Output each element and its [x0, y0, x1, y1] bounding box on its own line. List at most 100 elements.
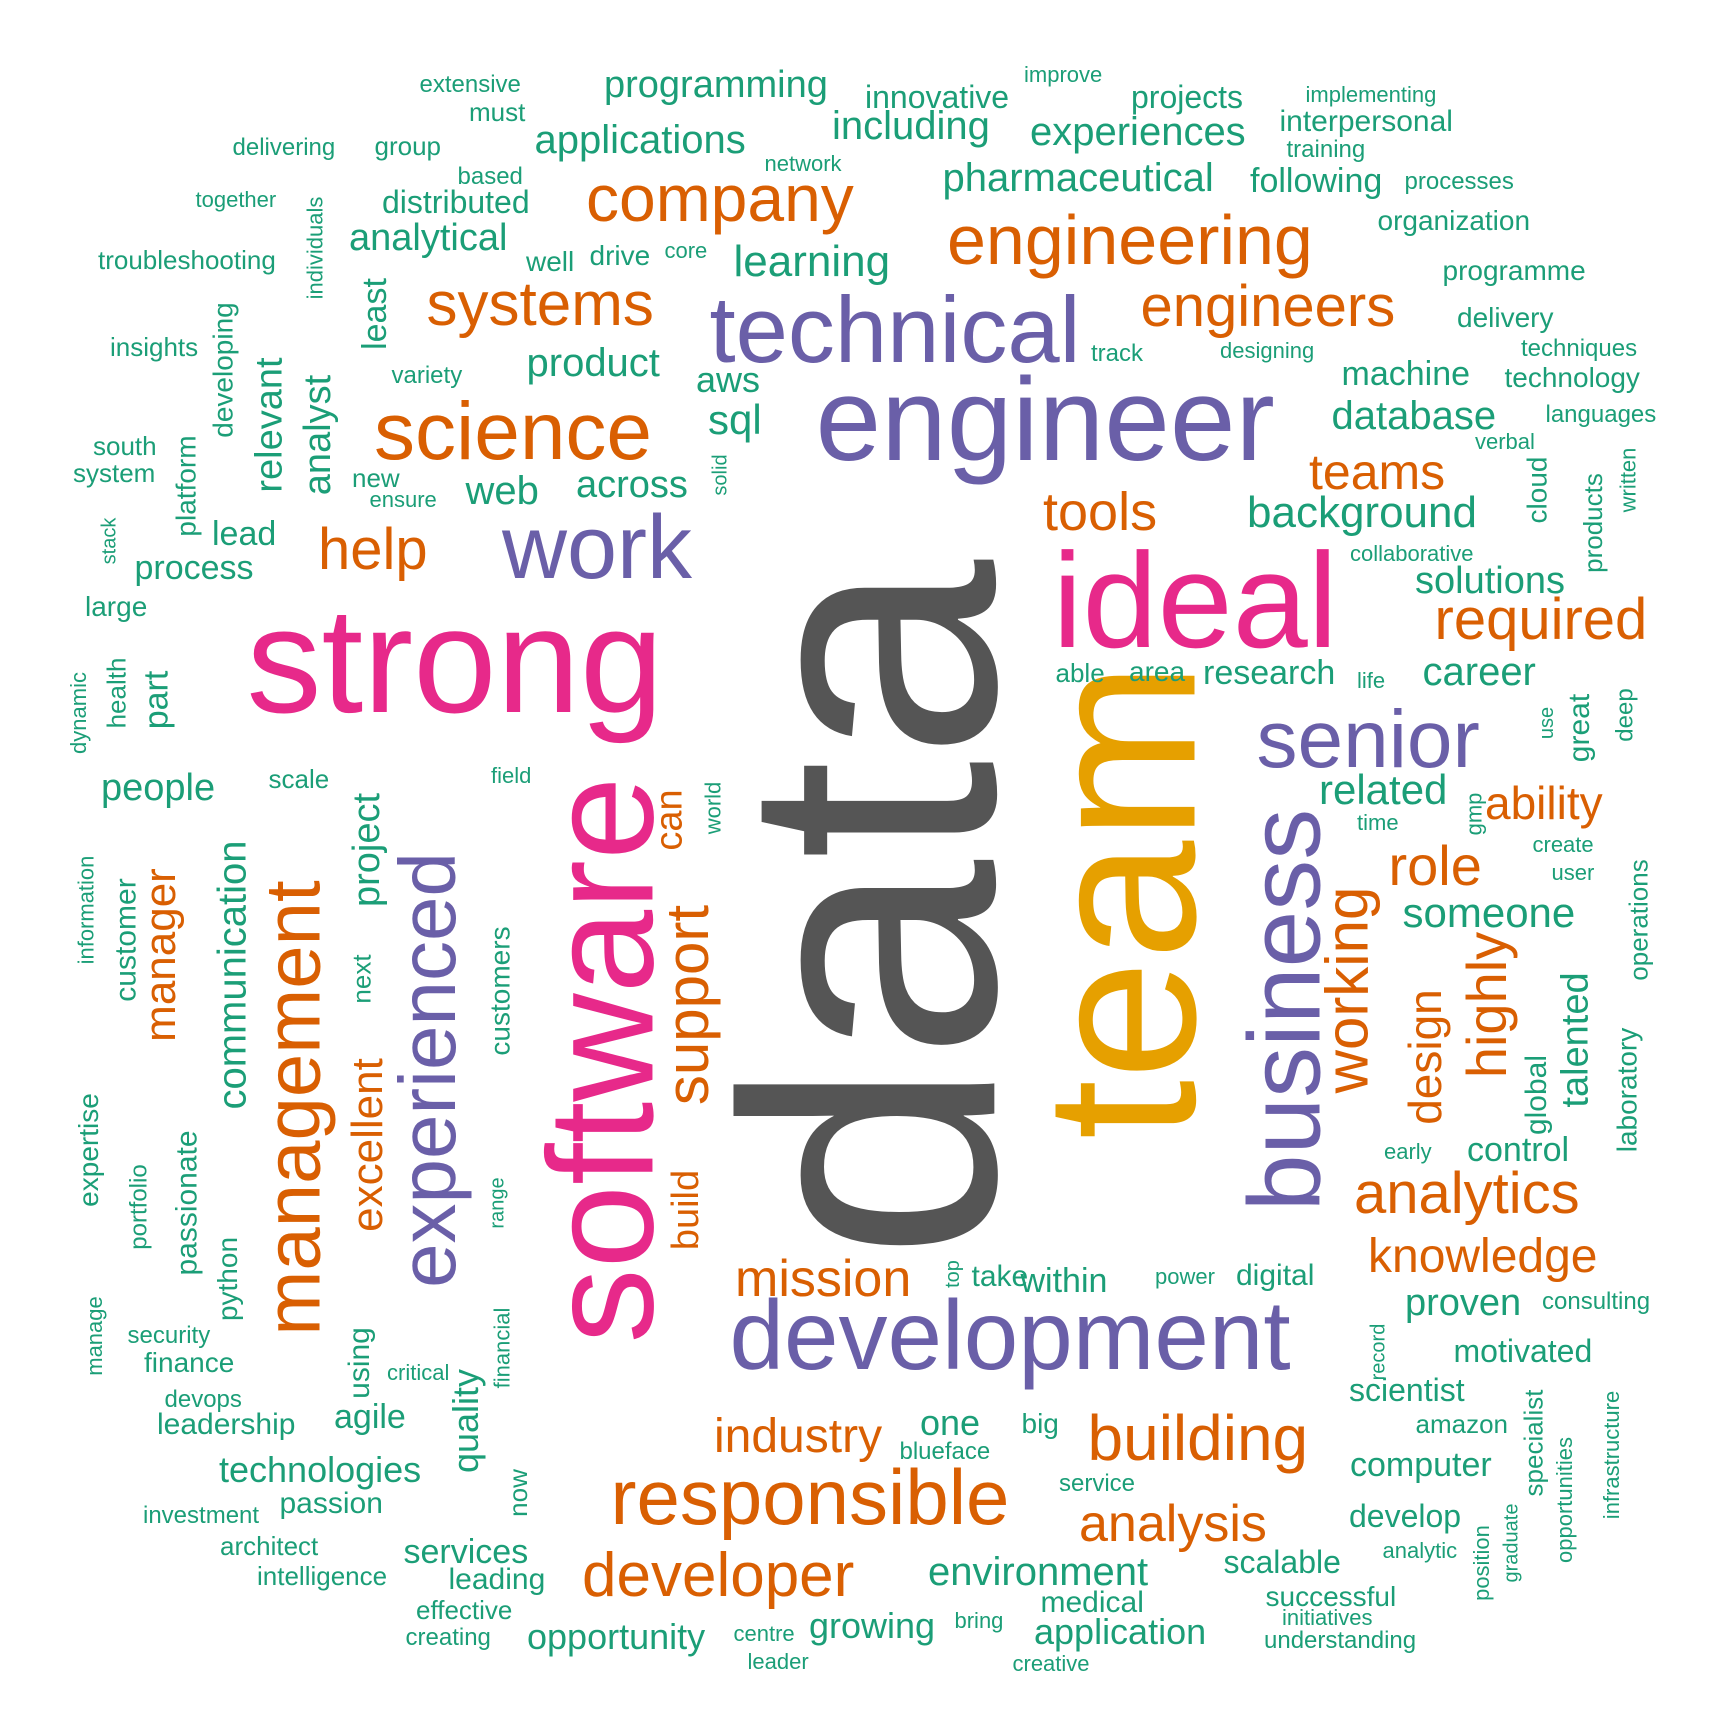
word-communication: communication	[210, 840, 255, 1110]
word-learning: learning	[733, 237, 891, 286]
word-environment: environment	[928, 1550, 1149, 1594]
word-including: including	[832, 104, 990, 148]
word-finance: finance	[144, 1347, 235, 1378]
word-web: web	[465, 469, 539, 513]
word-strong: strong	[246, 576, 664, 744]
word-company: company	[586, 161, 854, 235]
word-interpersonal: interpersonal	[1279, 105, 1453, 138]
word-application: application	[1034, 1611, 1207, 1652]
word-large: large	[85, 591, 148, 622]
word-languages: languages	[1545, 401, 1657, 428]
word-mission: mission	[735, 1250, 912, 1308]
word-passionate: passionate	[170, 1130, 204, 1276]
word-control: control	[1467, 1131, 1570, 1169]
word-relevant: relevant	[248, 357, 291, 493]
word-must: must	[469, 97, 526, 127]
word-teams: teams	[1309, 444, 1446, 500]
word-specialist: specialist	[1517, 1389, 1548, 1497]
word-global: global	[1520, 1054, 1554, 1136]
word-scale: scale	[268, 764, 330, 794]
word-delivering: delivering	[232, 134, 336, 161]
word-top: top	[941, 1260, 964, 1288]
word-variety: variety	[391, 362, 463, 389]
word-applications: applications	[534, 118, 746, 162]
word-work: work	[502, 498, 693, 598]
word-service: service	[1059, 1470, 1136, 1497]
word-proven: proven	[1405, 1282, 1522, 1324]
word-analytical: analytical	[349, 217, 508, 259]
word-related: related	[1319, 766, 1448, 813]
word-opportunity: opportunity	[527, 1616, 706, 1657]
word-software: software	[515, 776, 684, 1344]
word-technologies: technologies	[219, 1449, 422, 1490]
word-world: world	[699, 781, 725, 835]
word-product: product	[526, 341, 660, 385]
word-design: design	[1398, 989, 1451, 1125]
word-deep: deep	[1611, 688, 1639, 742]
word-pharmaceutical: pharmaceutical	[942, 156, 1214, 200]
word-background: background	[1247, 488, 1477, 537]
word-architect: architect	[220, 1531, 319, 1561]
word-portfolio: portfolio	[125, 1164, 153, 1250]
word-range: range	[486, 1177, 509, 1229]
word-group: group	[374, 131, 442, 161]
word-ideal: ideal	[1052, 524, 1338, 676]
word-agile: agile	[334, 1398, 406, 1436]
word-motivated: motivated	[1453, 1333, 1593, 1369]
word-experienced: experienced	[382, 852, 472, 1288]
word-health: health	[100, 657, 131, 729]
word-required: required	[1434, 587, 1648, 652]
word-using: using	[342, 1327, 376, 1399]
word-programme: programme	[1442, 255, 1586, 286]
word-creative: creative	[1012, 1651, 1090, 1676]
word-successful: successful	[1265, 1581, 1397, 1612]
word-ensure: ensure	[369, 487, 437, 512]
word-collaborative: collaborative	[1350, 541, 1474, 566]
word-able: able	[1055, 658, 1105, 688]
word-use: use	[1536, 706, 1559, 740]
word-individuals: individuals	[301, 196, 327, 300]
word-based: based	[457, 163, 523, 190]
word-machine: machine	[1341, 355, 1471, 393]
word-time: time	[1357, 810, 1399, 835]
word-solid: solid	[709, 454, 732, 496]
word-bring: bring	[954, 1608, 1004, 1633]
word-insights: insights	[110, 332, 199, 362]
word-scientist: scientist	[1349, 1372, 1465, 1408]
word-initiatives: initiatives	[1282, 1605, 1373, 1630]
word-life: life	[1357, 668, 1386, 693]
word-development: development	[729, 1280, 1291, 1390]
word-science: science	[374, 386, 653, 477]
word-developer: developer	[582, 1541, 855, 1610]
word-analytic: analytic	[1382, 1538, 1458, 1563]
word-team: team	[999, 661, 1241, 1139]
word-career: career	[1422, 650, 1536, 694]
word-leader: leader	[747, 1649, 809, 1674]
word-graduate: graduate	[1499, 1503, 1522, 1583]
word-scalable: scalable	[1223, 1544, 1341, 1580]
word-customer: customer	[109, 878, 143, 1002]
word-well: well	[526, 246, 575, 277]
word-building: building	[1087, 1402, 1309, 1474]
word-customers: customers	[484, 926, 516, 1056]
word-training: training	[1286, 136, 1366, 163]
word-organization: organization	[1377, 205, 1531, 236]
word-lead: lead	[212, 515, 277, 553]
word-manager: manager	[135, 868, 185, 1042]
word-knowledge: knowledge	[1368, 1230, 1598, 1283]
word-delivery: delivery	[1457, 302, 1554, 333]
word-take: take	[971, 1260, 1029, 1293]
word-network: network	[764, 151, 842, 176]
word-build: build	[665, 1169, 708, 1251]
word-record: record	[1366, 1323, 1389, 1381]
word-stack: stack	[97, 517, 120, 565]
word-processes: processes	[1404, 168, 1514, 195]
word-distributed: distributed	[382, 184, 530, 220]
word-early: early	[1384, 1139, 1432, 1164]
word-passion: passion	[279, 1487, 383, 1520]
word-effective: effective	[416, 1595, 513, 1625]
word-laboratory: laboratory	[1610, 1027, 1642, 1153]
word-system: system	[73, 458, 156, 488]
word-analysis: analysis	[1079, 1495, 1267, 1553]
word-developing: developing	[207, 302, 239, 438]
